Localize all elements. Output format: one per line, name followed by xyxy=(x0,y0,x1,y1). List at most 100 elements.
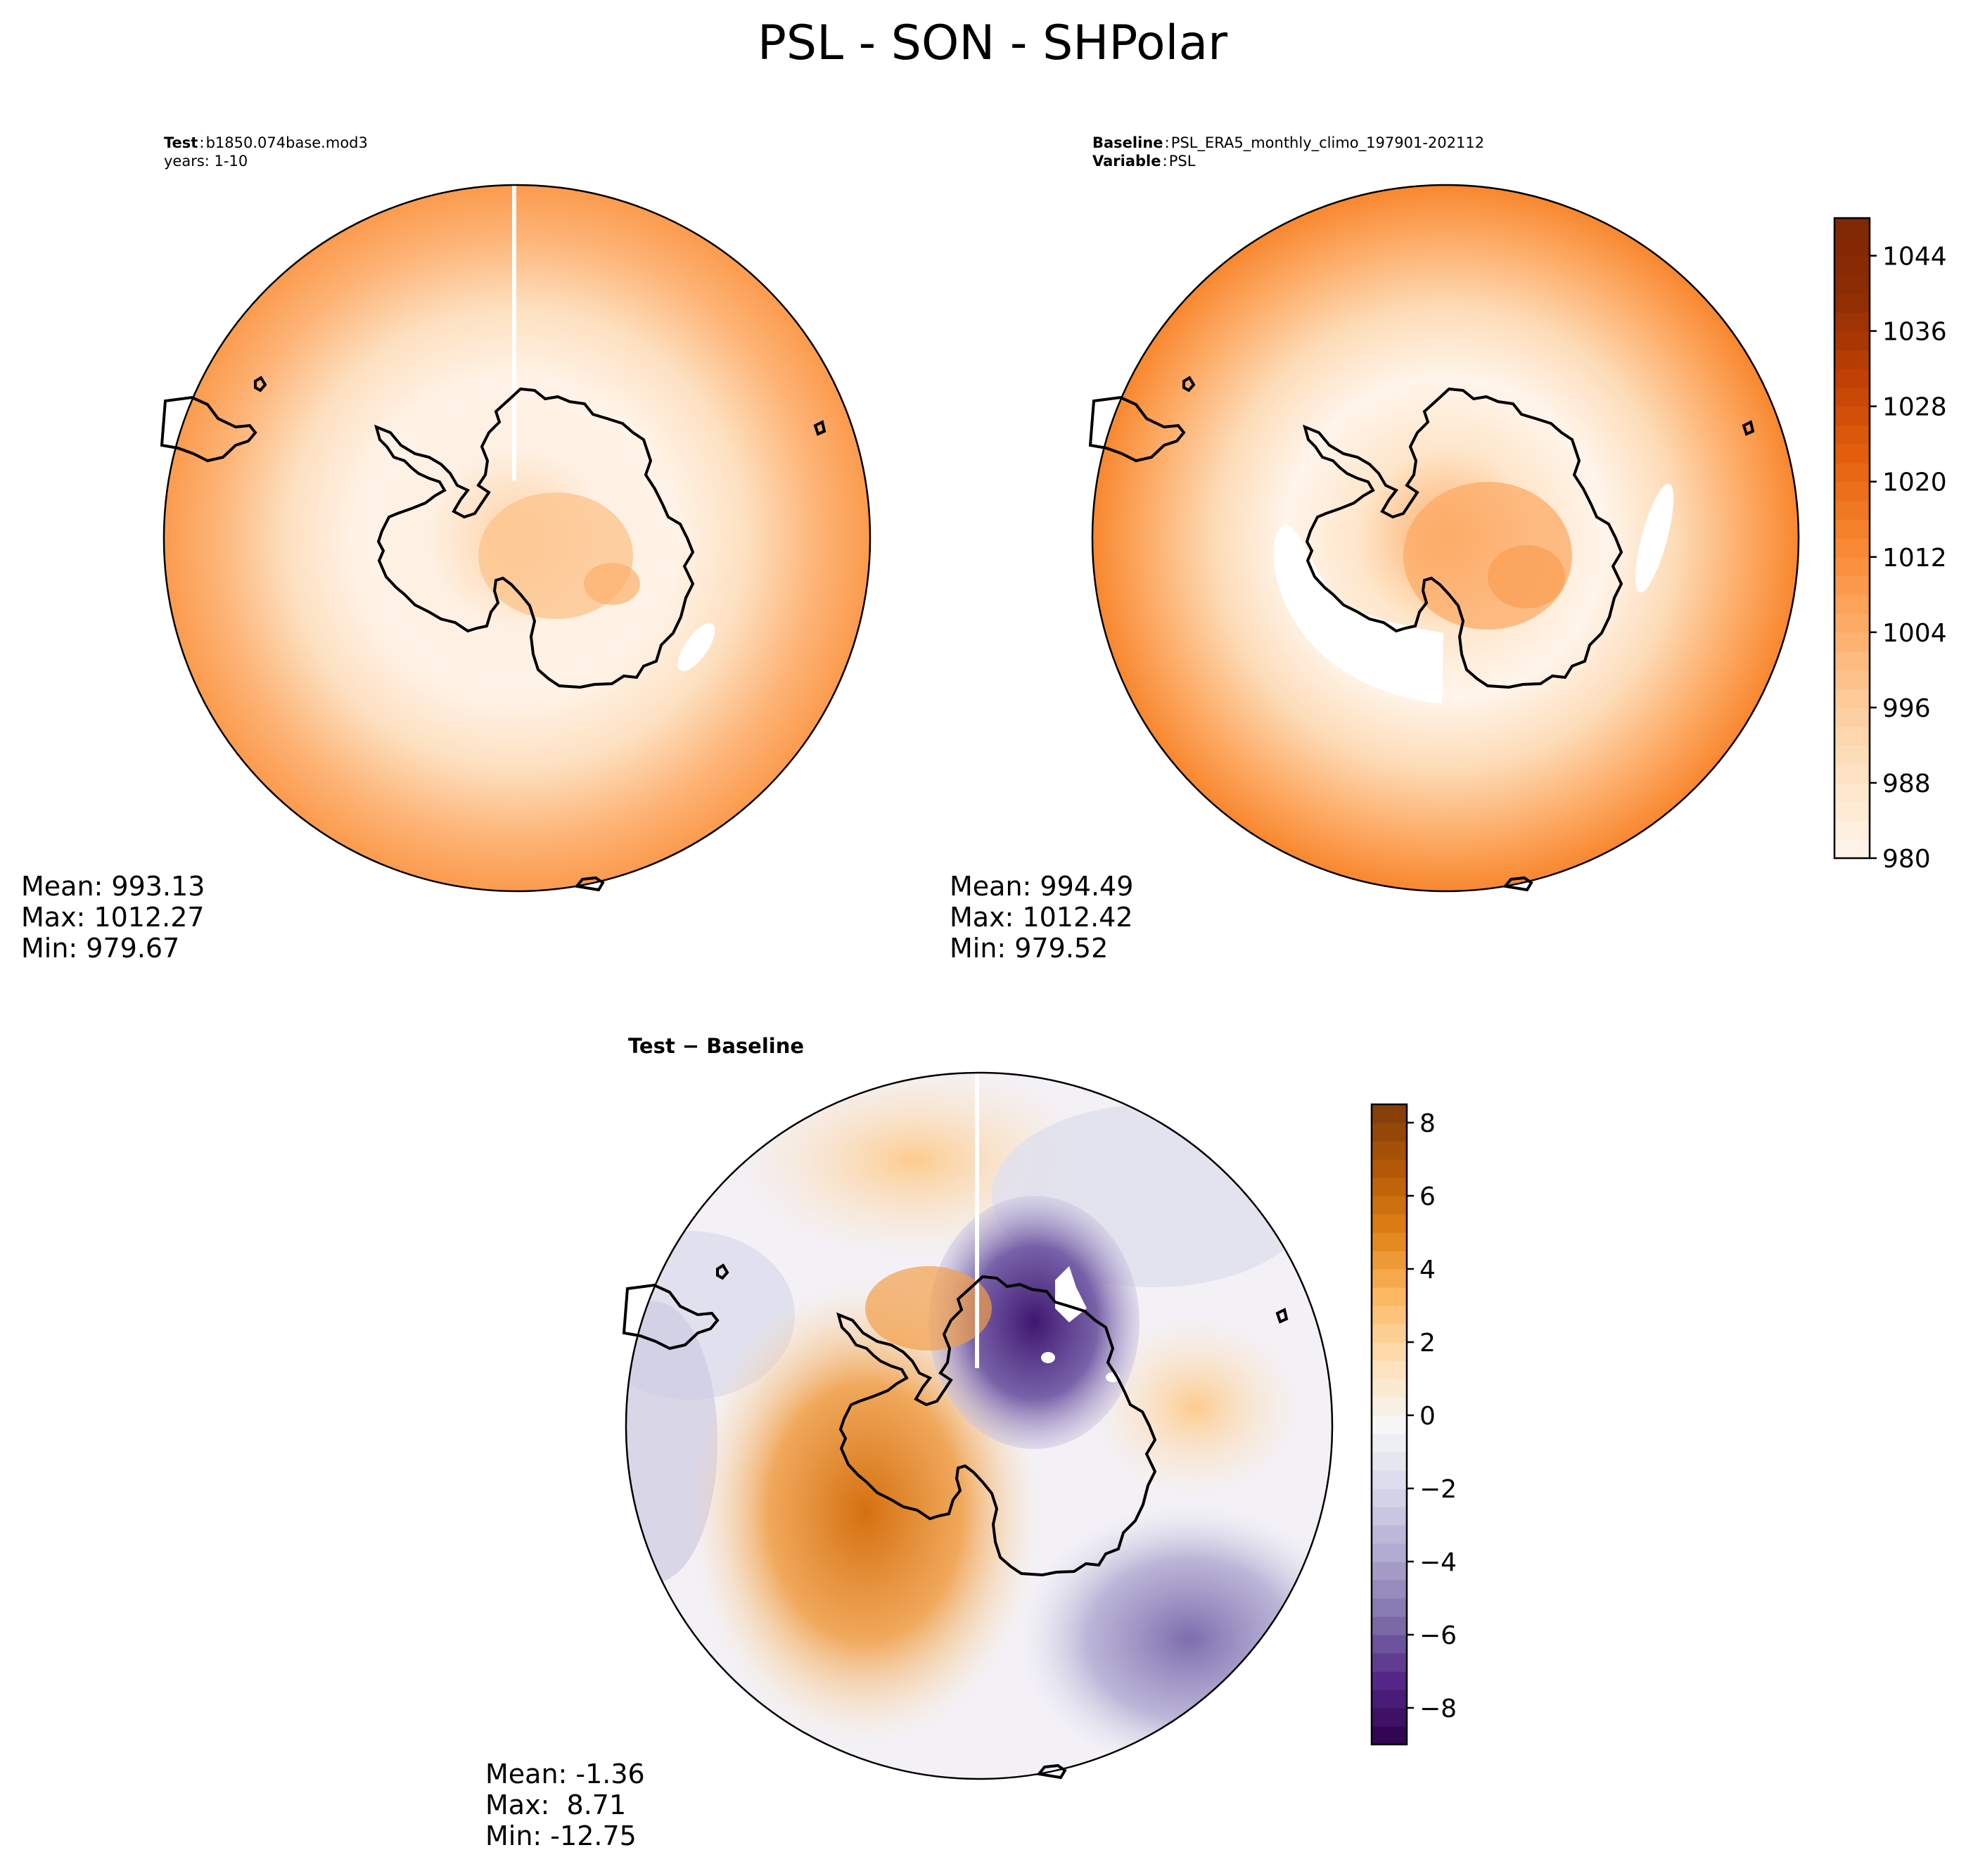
abs-tick-label: 980 xyxy=(1882,845,1931,874)
baseline-title: Baseline : PSL_ERA5_monthly_climo_197901… xyxy=(1092,134,1485,170)
diff-color-step xyxy=(1372,1141,1407,1160)
abs-color-step xyxy=(1834,670,1870,689)
abs-tick-label: 996 xyxy=(1882,694,1931,723)
abs-color-step xyxy=(1834,425,1870,445)
abs-color-step xyxy=(1834,350,1870,369)
diff-color-step xyxy=(1372,1214,1407,1233)
diff-color-step xyxy=(1372,1178,1407,1197)
diff-color-step xyxy=(1372,1287,1407,1306)
baseline-map xyxy=(1089,184,1800,893)
test-mean: Mean: 993.13 xyxy=(21,871,205,902)
diff-color-step xyxy=(1372,1543,1407,1562)
diff-tick-label: −4 xyxy=(1419,1548,1457,1577)
diff-color-step xyxy=(1372,1123,1407,1142)
abs-color-step xyxy=(1834,387,1870,407)
abs-frame xyxy=(1833,217,1871,860)
diff-color-step xyxy=(1372,1726,1407,1745)
diff-color-step xyxy=(1372,1360,1407,1379)
diff-color-step xyxy=(1372,1434,1407,1453)
diff-title-baseline: Baseline xyxy=(706,1034,805,1058)
abs-color-step xyxy=(1834,218,1870,238)
baseline-max: Max: 1012.42 xyxy=(950,902,1133,933)
abs-color-step xyxy=(1834,594,1870,614)
abs-color-step xyxy=(1834,293,1870,313)
diff-color-step xyxy=(1372,1562,1407,1581)
diff-tick-label: −6 xyxy=(1419,1621,1457,1650)
colorbar-absolute: 980 988 996 1004 1012 1020 1028 1036 1044 xyxy=(1833,217,1947,874)
diff-color-step xyxy=(1372,1251,1407,1270)
abs-color-step xyxy=(1834,707,1870,727)
baseline-min: Min: 979.52 xyxy=(950,933,1109,964)
diff-color-step xyxy=(1372,1324,1407,1343)
diff-max: Max: 8.71 xyxy=(485,1789,627,1820)
abs-tick-label: 1004 xyxy=(1882,619,1947,648)
abs-color-step xyxy=(1834,369,1870,388)
diff-title-test: Test xyxy=(628,1034,675,1058)
diff-tick-label: −2 xyxy=(1419,1475,1457,1504)
diff-frame xyxy=(1370,1103,1408,1746)
abs-tick-label: 1028 xyxy=(1882,393,1947,422)
test-map xyxy=(160,184,872,893)
diff-color-step xyxy=(1372,1306,1407,1325)
diff-color-step xyxy=(1372,1671,1407,1690)
abs-color-step xyxy=(1834,500,1870,520)
abs-color-step xyxy=(1834,406,1870,426)
diff-color-step xyxy=(1372,1616,1407,1635)
abs-color-step xyxy=(1834,538,1870,558)
abs-color-step xyxy=(1834,481,1870,502)
diff-color-step xyxy=(1372,1397,1407,1416)
diff-color-step xyxy=(1372,1452,1407,1471)
test-stats: Mean: 993.13 Max: 1012.27 Min: 979.67 xyxy=(21,871,205,964)
diff-stats: Mean: -1.36 Max: 8.71 Min: -12.75 xyxy=(485,1759,645,1851)
diff-color-step xyxy=(1372,1269,1407,1288)
abs-color-step xyxy=(1834,651,1870,670)
diff-color-step xyxy=(1372,1342,1407,1361)
diff-color-step xyxy=(1372,1635,1407,1654)
diff-color-step xyxy=(1372,1196,1407,1215)
diff-title-op: − xyxy=(675,1034,707,1058)
abs-color-step xyxy=(1834,274,1870,294)
abs-tick-label: 988 xyxy=(1882,770,1931,798)
baseline-mean: Mean: 994.49 xyxy=(950,871,1134,902)
colorbar-difference: −8 −6 −4 −2 0 2 4 6 8 xyxy=(1370,1103,1457,1746)
test-label: Test xyxy=(164,134,198,151)
abs-color-step xyxy=(1834,312,1870,332)
diff-color-step xyxy=(1372,1470,1407,1489)
test-years: years: 1-10 xyxy=(164,153,248,170)
diff-map xyxy=(623,1071,1334,1780)
diff-color-step xyxy=(1372,1159,1407,1178)
diff-tick-label: 6 xyxy=(1419,1182,1436,1211)
abs-color-step xyxy=(1834,255,1870,275)
abs-color-step xyxy=(1834,745,1870,765)
abs-color-step xyxy=(1834,726,1870,746)
abs-color-step xyxy=(1834,689,1870,708)
abs-color-step xyxy=(1834,613,1870,633)
diff-color-step xyxy=(1372,1580,1407,1599)
abs-tick-label: 1036 xyxy=(1882,318,1947,347)
diff-color-step xyxy=(1372,1415,1407,1434)
diff-title: Test − Baseline xyxy=(628,1034,804,1058)
diff-color-step xyxy=(1372,1104,1407,1123)
abs-tick-label: 1020 xyxy=(1882,468,1947,497)
diff-color-step xyxy=(1372,1379,1407,1398)
diff-color-step xyxy=(1372,1525,1407,1544)
diff-color-step xyxy=(1372,1708,1407,1727)
abs-color-step xyxy=(1834,331,1870,350)
abs-color-step xyxy=(1834,801,1870,822)
abs-color-step xyxy=(1834,236,1870,257)
abs-color-step xyxy=(1834,820,1870,840)
diff-mean: Mean: -1.36 xyxy=(485,1759,645,1789)
abs-color-step xyxy=(1834,444,1870,464)
test-min: Min: 979.67 xyxy=(21,933,180,964)
baseline-case-name: PSL_ERA5_monthly_climo_197901-202112 xyxy=(1170,134,1485,151)
test-title: Test : b1850.074base.mod3 years: 1-10 xyxy=(164,134,368,170)
variable-label: Variable xyxy=(1092,153,1161,170)
diff-tick-label: 0 xyxy=(1419,1402,1436,1431)
diff-color-step xyxy=(1372,1690,1407,1709)
diff-min: Min: -12.75 xyxy=(485,1820,637,1851)
diff-color-step xyxy=(1372,1598,1407,1617)
diff-tick-label: 4 xyxy=(1419,1256,1436,1284)
figure-title: PSL - SON - SHPolar xyxy=(757,15,1228,71)
abs-color-step xyxy=(1834,764,1870,784)
